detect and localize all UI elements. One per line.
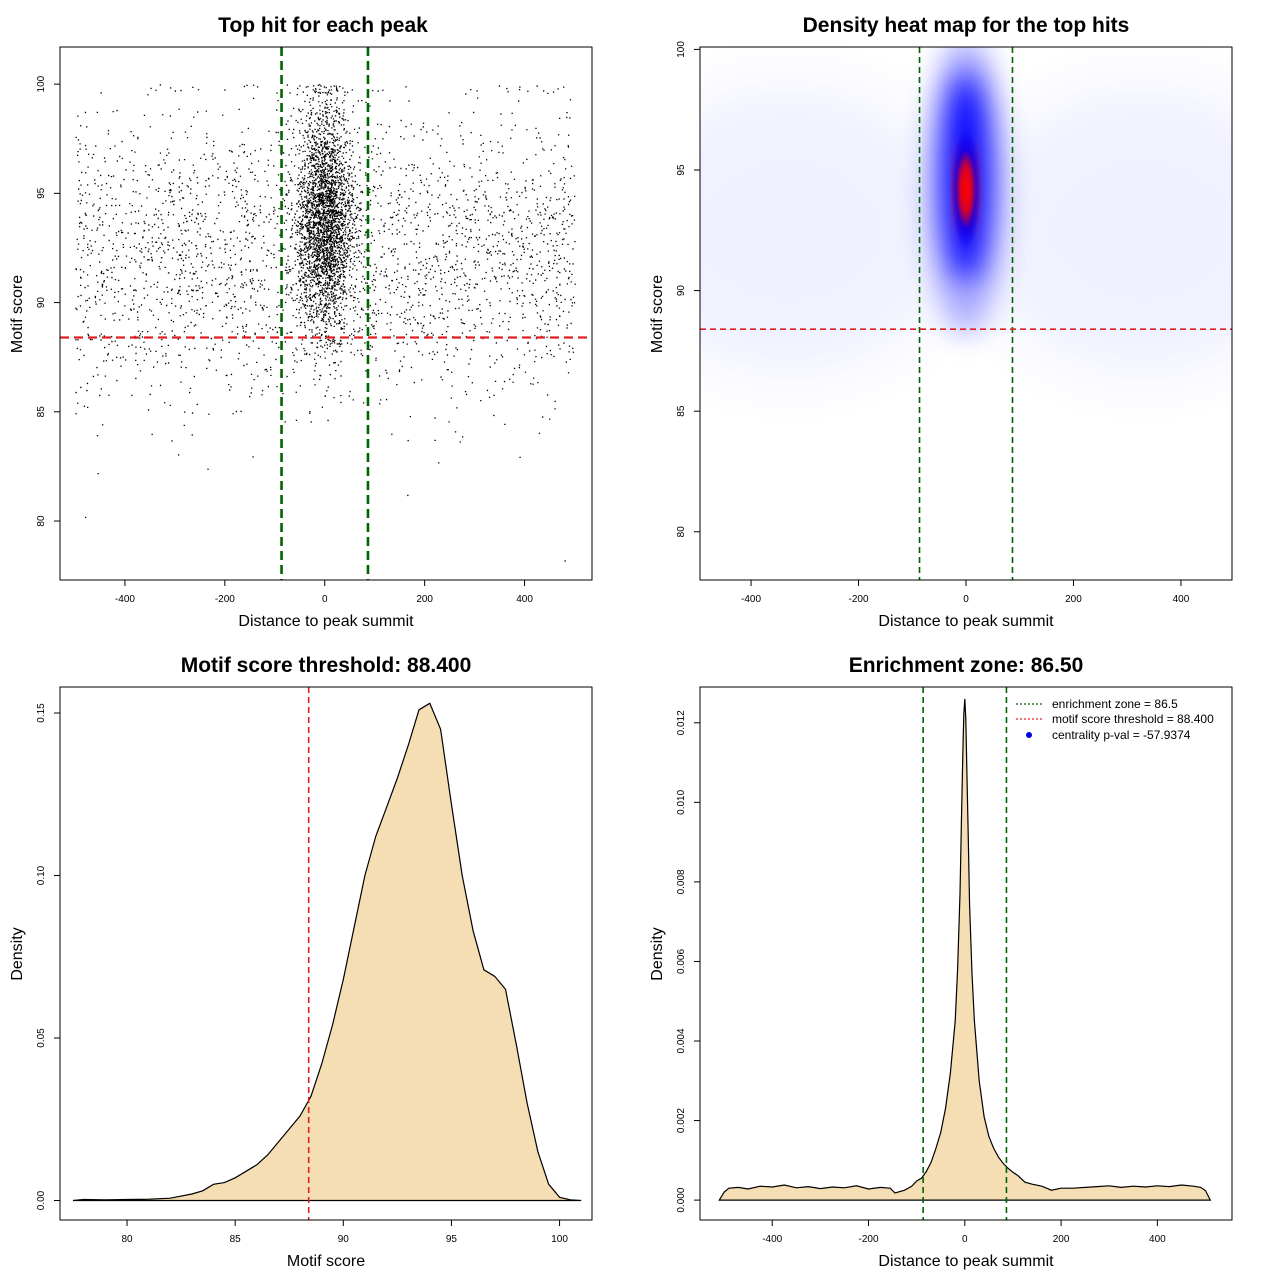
plot-frame [699,686,1233,1221]
legend-label-threshold: motif score threshold = 88.400 [1052,712,1214,726]
legend: enrichment zone = 86.5 motif score thres… [1016,697,1214,742]
y-tick-label: 80 [36,515,47,527]
axis-ticks: -400 -200 0 200 400 80 85 90 95 100 [676,41,1190,605]
y-tick-label: 0.05 [36,1028,47,1048]
reference-lines [700,47,1232,580]
x-tick-label: 200 [1065,594,1082,605]
x-tick-label: -200 [858,1234,878,1245]
x-tick-label: 0 [322,594,328,605]
x-axis-label: Motif score [287,1253,365,1270]
y-tick-label: 0.010 [676,789,687,814]
y-tick-label: 0.15 [36,703,47,723]
y-tick-label: 90 [36,297,47,309]
y-tick-label: 85 [36,406,47,418]
chart-title: Top hit for each peak [218,14,428,37]
y-axis-label: Motif score [649,275,666,353]
axis-ticks: 80 85 90 95 100 0.00 0.05 0.10 0.15 [36,703,568,1245]
legend-label-pval: centrality p-val = -57.9374 [1052,728,1191,742]
heatmap-density [700,47,1232,580]
panel-score-density: Motif score threshold: 88.400 80 85 90 95 10… [9,654,593,1270]
x-tick-label: 0 [962,1234,968,1245]
panel-heatmap: Density heat map for the top hits -400 -2… [649,14,1233,630]
chart-title: Density heat map for the top hits [803,14,1130,37]
y-tick-label: 80 [676,526,687,538]
x-tick-label: -400 [762,1234,782,1245]
legend-label-enrichment: enrichment zone = 86.5 [1052,697,1178,711]
y-tick-label: 90 [676,285,687,297]
y-tick-label: 0.002 [676,1108,687,1133]
x-tick-label: -400 [115,594,135,605]
scatter-points [75,84,576,562]
chart-title: Enrichment zone: 86.50 [849,654,1084,677]
y-tick-label: 0.006 [676,949,687,974]
legend-dot-pval [1026,732,1032,738]
y-axis-label: Density [649,927,666,980]
y-tick-label: 95 [36,187,47,199]
density-curve [718,698,1212,1201]
density-curve [72,702,582,1202]
y-axis-label: Density [9,927,26,980]
x-tick-label: 400 [1173,594,1190,605]
x-tick-label: 400 [1149,1234,1166,1245]
x-tick-label: 85 [230,1234,242,1245]
x-tick-label: 100 [551,1234,568,1245]
axis-ticks: -400 -200 0 200 400 80 85 90 95 100 [36,75,533,605]
x-axis-label: Distance to peak summit [238,613,414,630]
x-tick-label: 80 [121,1234,133,1245]
reference-lines [922,687,1008,1220]
y-tick-label: 95 [676,164,687,176]
y-tick-label: 0.008 [676,869,687,894]
chart-title: Motif score threshold: 88.400 [181,654,472,677]
x-tick-label: 200 [416,594,433,605]
y-tick-label: 0.012 [676,710,687,735]
heatmap-peak [958,151,974,228]
y-tick-label: 100 [36,75,47,92]
y-tick-label: 0.004 [676,1028,687,1053]
plot-frame [59,686,593,1221]
panel-scatter: Top hit for each peak -400 -200 0 200 400 80 8… [9,14,593,630]
reference-lines [60,47,592,580]
y-tick-label: 85 [676,405,687,417]
heatmap-band-right [973,85,1232,375]
y-axis-label: Motif score [9,275,26,353]
panel-distance-density: Enrichment zone: 86.50 -400 -200 0 200 400 0.… [649,654,1233,1270]
x-tick-label: -200 [215,594,235,605]
x-axis-label: Distance to peak summit [878,1253,1054,1270]
y-tick-label: 0.00 [36,1190,47,1210]
axis-ticks: -400 -200 0 200 400 0.000 0.002 0.004 0.006 0.008… [676,710,1166,1245]
y-tick-label: 0.000 [676,1187,687,1212]
y-tick-label: 0.10 [36,865,47,885]
scatter-points-path [75,84,576,562]
x-tick-label: 200 [1053,1234,1070,1245]
plot-frame [59,46,593,581]
x-tick-label: 90 [338,1234,350,1245]
x-axis-label: Distance to peak summit [878,613,1054,630]
x-tick-label: -400 [741,594,761,605]
x-tick-label: 0 [963,594,969,605]
y-tick-label: 100 [676,41,687,58]
x-tick-label: 95 [446,1234,458,1245]
x-tick-label: -200 [849,594,869,605]
heatmap-band-left [700,85,959,375]
x-tick-label: 400 [516,594,533,605]
